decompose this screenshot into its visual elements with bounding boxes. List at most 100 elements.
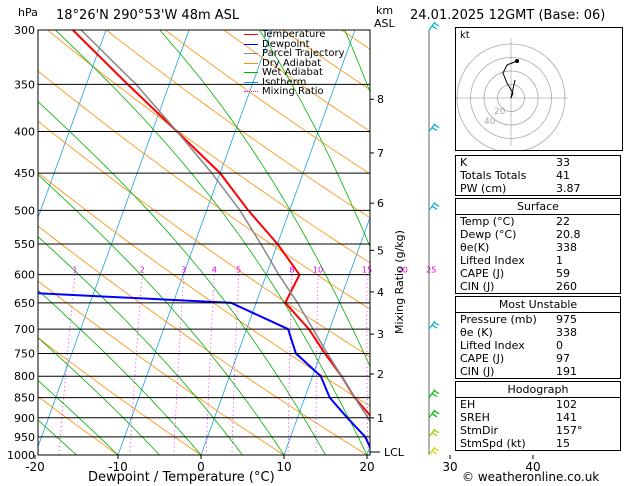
index-label: PW (cm) bbox=[460, 182, 507, 195]
mixing-ratio-label: 3 bbox=[181, 266, 186, 275]
pressure-tick-label: 1000 bbox=[7, 449, 35, 462]
copyright: © weatheronline.co.uk bbox=[462, 470, 600, 484]
index-value: 20.8 bbox=[556, 228, 581, 241]
index-row: SREH 141 bbox=[456, 411, 620, 424]
mixing-ratio-line bbox=[366, 274, 369, 455]
pressure-tick-label: 750 bbox=[14, 347, 35, 360]
legend-item: Dry Adiabat bbox=[244, 58, 345, 69]
wet-adiabat-line bbox=[38, 236, 243, 455]
index-value: 141 bbox=[556, 411, 577, 424]
index-row: K 33 bbox=[456, 156, 620, 169]
wind-barb bbox=[428, 21, 440, 31]
index-label: Totals Totals bbox=[460, 169, 527, 182]
index-row: θe(K) 338 bbox=[456, 241, 620, 254]
isotherm-line bbox=[38, 30, 107, 219]
temp-tick-label: 40 bbox=[525, 460, 540, 474]
legend-swatch bbox=[244, 62, 258, 64]
plot-frame bbox=[37, 29, 371, 456]
parcel-trajectory-profile bbox=[80, 30, 370, 424]
most-unstable-title: Most Unstable bbox=[456, 297, 620, 313]
index-row: Pressure (mb) 975 bbox=[456, 313, 620, 326]
hpa-label: hPa bbox=[18, 6, 38, 19]
wind-barb bbox=[428, 123, 440, 132]
surface-box: Surface Temp (°C) 22 Dewp (°C) 20.8 θe(K) 338… bbox=[455, 198, 621, 294]
pressure-tick-label: 950 bbox=[14, 431, 35, 444]
mixing-ratio-label: 10 bbox=[313, 266, 323, 275]
index-row: StmDir 157° bbox=[456, 424, 620, 437]
index-label: K bbox=[460, 156, 468, 169]
temp-tick-label: -20 bbox=[25, 460, 45, 474]
y2-axis-label: Mixing Ratio (g/kg) bbox=[393, 230, 406, 334]
index-row: CAPE (J) 97 bbox=[456, 352, 620, 365]
dry-adiabat-line bbox=[38, 395, 119, 455]
index-label: CAPE (J) bbox=[460, 267, 505, 280]
legend-label: Parcel Trajectory bbox=[262, 48, 345, 59]
indices-panel: K 33 Totals Totals 41 PW (cm) 3.87 Surface Te… bbox=[455, 155, 621, 453]
hodograph-storm-vector bbox=[510, 79, 516, 99]
index-row: Temp (°C) 22 bbox=[456, 215, 620, 228]
legend-label: Dewpoint bbox=[262, 38, 310, 50]
temp-tick-label: 20 bbox=[359, 460, 374, 474]
index-label: CIN (J) bbox=[460, 365, 495, 378]
legend-swatch bbox=[244, 72, 258, 74]
mixing-ratio-line bbox=[129, 274, 143, 455]
index-value: 157° bbox=[556, 424, 583, 437]
wind-barb bbox=[428, 389, 440, 398]
km-label: km bbox=[376, 4, 394, 17]
temp-tick-label: 10 bbox=[276, 460, 291, 474]
pressure-tick-label: 900 bbox=[14, 412, 35, 425]
legend-item: Dewpoint bbox=[244, 38, 345, 50]
index-row: Totals Totals 41 bbox=[456, 169, 620, 182]
temp-tick-label: 30 bbox=[442, 460, 457, 474]
index-value: 1 bbox=[556, 254, 563, 267]
hodograph-stats-box: Hodograph EH 102 SREH 141 StmDir 157° StmSpd (… bbox=[455, 381, 621, 451]
legend-swatch bbox=[244, 53, 258, 55]
index-row: Lifted Index 0 bbox=[456, 339, 620, 352]
pressure-tick-label: 400 bbox=[14, 126, 35, 139]
legend-item: Temperature bbox=[244, 30, 345, 40]
index-label: SREH bbox=[460, 411, 490, 424]
km-tick-label: 1 bbox=[377, 412, 384, 425]
index-value: 260 bbox=[556, 280, 577, 293]
wind-barb bbox=[428, 409, 440, 419]
legend-label: Mixing Ratio bbox=[262, 86, 324, 97]
index-value: 97 bbox=[556, 352, 570, 365]
lcl-label: LCL bbox=[384, 446, 404, 459]
pressure-tick-label: 700 bbox=[14, 323, 35, 336]
mixing-ratio-line bbox=[231, 274, 240, 455]
index-label: θe(K) bbox=[460, 241, 490, 254]
mixing-ratio-line bbox=[287, 274, 293, 455]
dry-adiabat-line bbox=[47, 30, 370, 264]
legend-label: Wet Adiabat bbox=[262, 67, 323, 78]
legend-label: Temperature bbox=[262, 29, 326, 40]
index-label: StmSpd (kt) bbox=[460, 437, 526, 450]
km-tick-label: 3 bbox=[377, 328, 384, 341]
legend-item: Mixing Ratio bbox=[244, 87, 345, 97]
legend-swatch bbox=[244, 81, 258, 83]
km-tick-label: 4 bbox=[377, 286, 384, 299]
index-value: 22 bbox=[556, 215, 570, 228]
surface-title: Surface bbox=[456, 199, 620, 215]
mixing-ratio-label: 15 bbox=[362, 266, 372, 275]
index-row: CIN (J) 260 bbox=[456, 280, 620, 293]
wind-barb bbox=[428, 201, 440, 211]
wet-adiabat-line bbox=[38, 379, 119, 455]
hodograph: kt 40 20 bbox=[455, 27, 623, 153]
legend-item: Parcel Trajectory bbox=[244, 49, 345, 59]
x-axis-label: Dewpoint / Temperature (°C) bbox=[88, 470, 275, 485]
km-tick-label: 7 bbox=[377, 147, 384, 160]
pressure-tick-label: 450 bbox=[14, 167, 35, 180]
hodograph-ring-label: 40 bbox=[484, 117, 496, 127]
index-value: 191 bbox=[556, 365, 577, 378]
index-row: CIN (J) 191 bbox=[456, 365, 620, 378]
mixing-ratio-label: 8 bbox=[289, 266, 294, 275]
index-value: 338 bbox=[556, 326, 577, 339]
index-value: 3.87 bbox=[556, 182, 581, 195]
pressure-tick-label: 350 bbox=[14, 78, 35, 91]
mixing-ratio-line bbox=[173, 274, 185, 455]
index-label: Temp (°C) bbox=[460, 215, 515, 228]
index-row: Dewp (°C) 20.8 bbox=[456, 228, 620, 241]
index-value: 59 bbox=[556, 267, 570, 280]
index-label: Dewp (°C) bbox=[460, 228, 517, 241]
